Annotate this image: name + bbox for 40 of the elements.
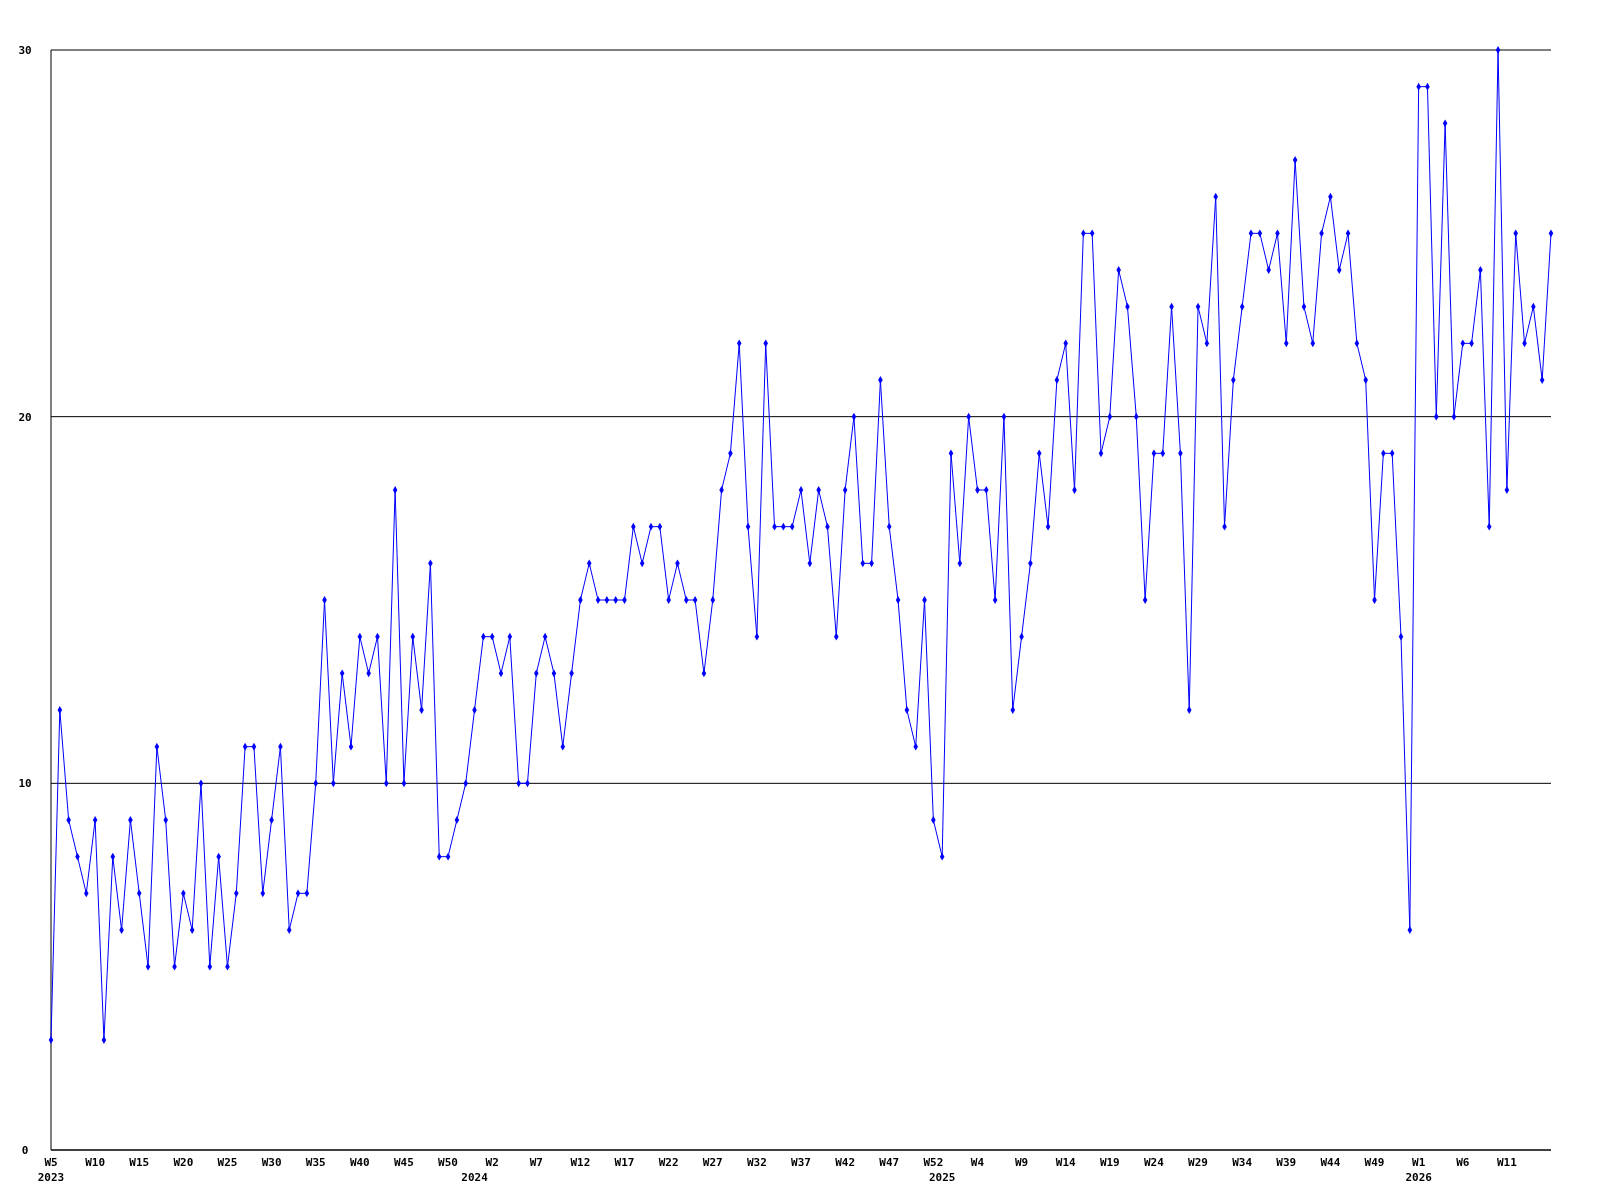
x-tick-label: W45 (394, 1156, 414, 1169)
x-tick-label: W11 (1496, 1156, 1518, 1169)
x-tick-label: W27 (702, 1156, 723, 1169)
x-tick-label: W30 (261, 1156, 282, 1169)
x-tick-label: W5 2023 (37, 1156, 65, 1184)
x-tick-label: W29 (1188, 1156, 1208, 1169)
x-tick-label: W52 (923, 1156, 944, 1169)
x-tick-label: W44 (1320, 1156, 1341, 1169)
x-tick-label: 2024 (461, 1171, 489, 1184)
x-tick-label: W7 (529, 1156, 543, 1169)
x-tick-label: W17 (614, 1156, 635, 1169)
x-tick-label: W14 (1055, 1156, 1077, 1169)
x-tick-label: W6 (1456, 1156, 1470, 1169)
x-tick-label: W42 (835, 1156, 856, 1169)
x-tick-label: W22 (658, 1156, 679, 1169)
x-tick-label: W10 (85, 1156, 106, 1169)
x-tick-label: W34 (1232, 1156, 1253, 1169)
x-tick-label: W25 (217, 1156, 238, 1169)
y-tick-label: 30 (18, 44, 32, 57)
x-tick-label: W24 (1144, 1156, 1165, 1169)
x-tick-label: W20 (173, 1156, 194, 1169)
x-tick-label: W39 (1276, 1156, 1297, 1169)
x-tick-label: W9 (1014, 1156, 1029, 1169)
x-tick-label: W4 (970, 1156, 985, 1169)
y-tick-label: 20 (18, 410, 32, 424)
x-tick-label: W49 (1364, 1156, 1385, 1169)
x-tick-label: W12 (570, 1156, 591, 1169)
x-tick-label: W47 (879, 1156, 900, 1169)
y-tick-label: 10 (18, 777, 32, 791)
x-tick-label: W50 (438, 1156, 458, 1169)
x-tick-label: W19 (1099, 1156, 1120, 1169)
x-tick-label: W40 (349, 1156, 370, 1169)
x-tick-label: W15 (129, 1156, 150, 1169)
x-tick-label: W1 2026 (1405, 1156, 1433, 1184)
x-tick-label: W32 (746, 1156, 767, 1169)
x-tick-label: 2025 (928, 1171, 956, 1184)
x-tick-label: W2 (485, 1156, 499, 1169)
x-tick-label: W35 (305, 1156, 326, 1169)
y-tick-label: 0 (21, 1144, 29, 1157)
x-tick-label: W37 (791, 1156, 811, 1169)
